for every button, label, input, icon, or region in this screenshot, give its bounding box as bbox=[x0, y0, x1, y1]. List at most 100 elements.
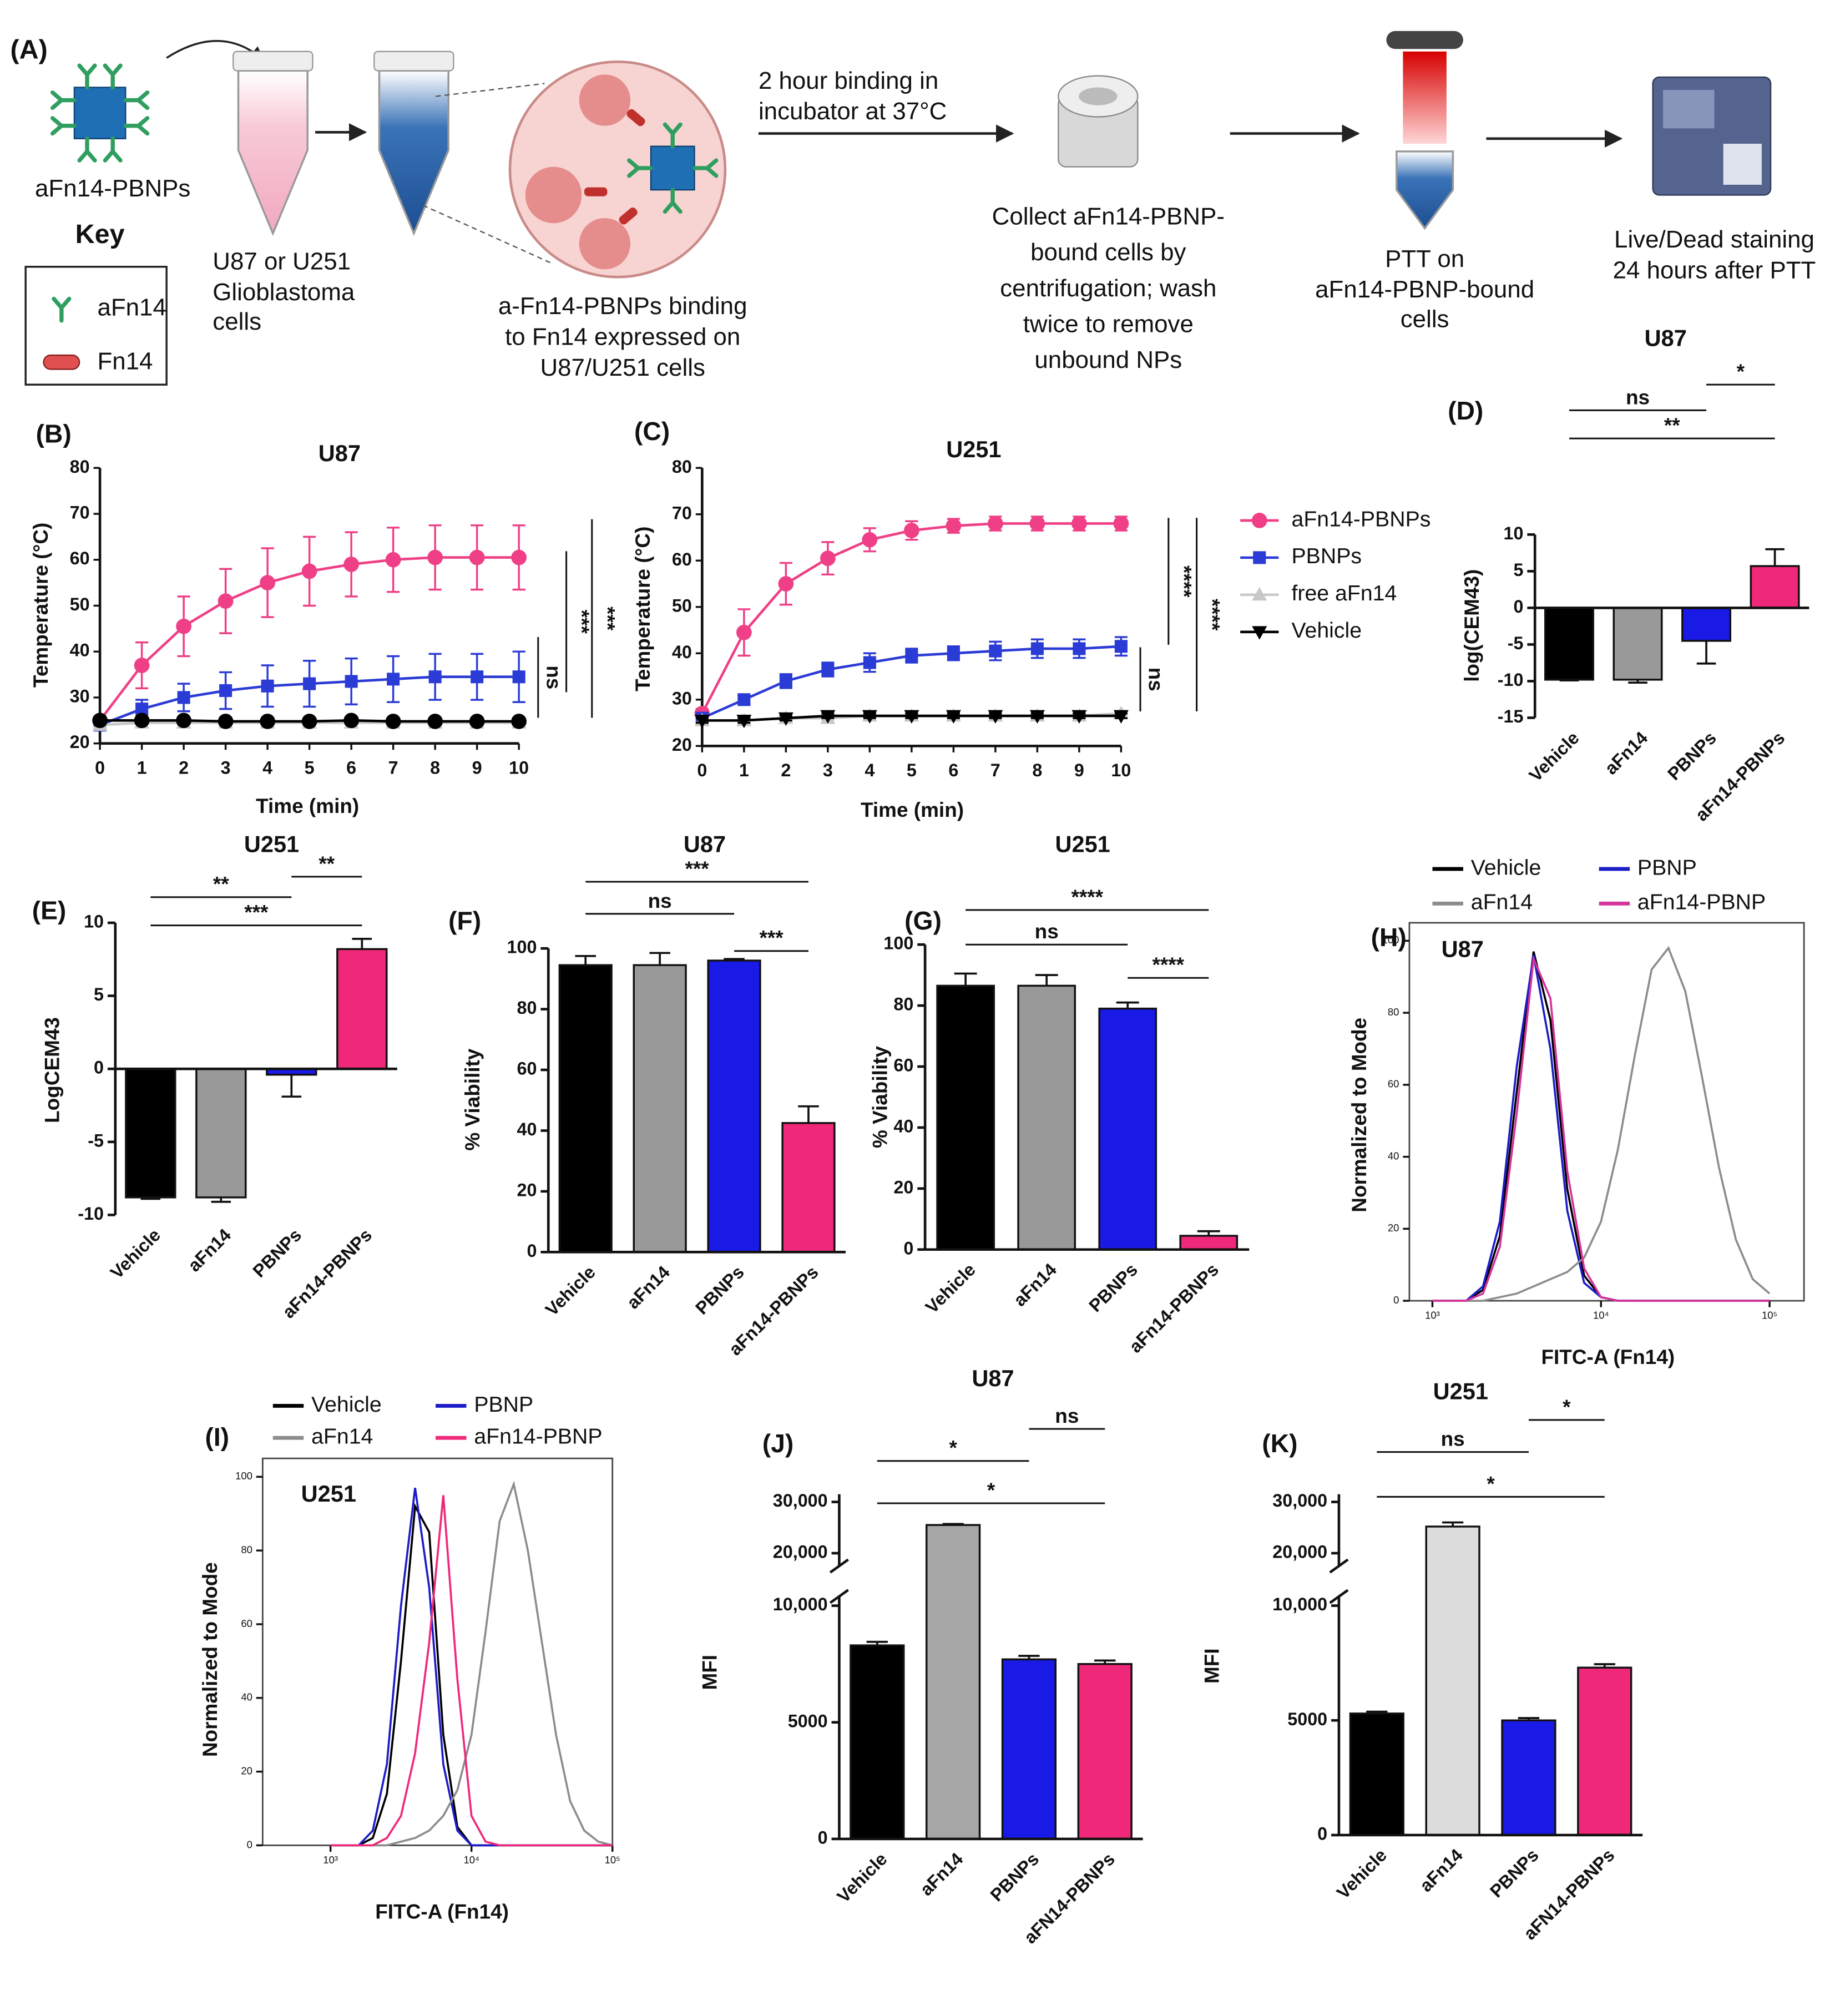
instrument-panel bbox=[1663, 90, 1715, 129]
key-box bbox=[24, 265, 168, 386]
y-tick-label: 30,000 bbox=[1272, 1490, 1327, 1510]
data-point bbox=[261, 679, 274, 693]
x-tick-label: 2 bbox=[179, 757, 189, 777]
y-tick-label: 100 bbox=[883, 933, 913, 953]
schematic: (A) aFn14-PBNPs Key aFn14 Fn14 U87 or U2… bbox=[10, 31, 1816, 386]
y-axis-label: Normalized to Mode bbox=[199, 1562, 221, 1757]
significance-label: *** bbox=[759, 927, 784, 949]
significance-label: ns bbox=[1035, 920, 1059, 943]
x-tick-label: 6 bbox=[948, 760, 958, 780]
y-tick-label: 60 bbox=[70, 548, 90, 568]
x-tick-label: 9 bbox=[1074, 760, 1084, 780]
chart-title: U87 bbox=[684, 831, 726, 857]
data-point bbox=[511, 549, 527, 565]
y-tick-label: 50 bbox=[672, 595, 692, 615]
legend-marker bbox=[1252, 626, 1267, 640]
y-tick-label: 80 bbox=[1388, 1006, 1399, 1018]
tube bbox=[1396, 150, 1454, 230]
y-axis-label: % Viability bbox=[868, 1045, 891, 1148]
centrifuge-rotor bbox=[1079, 87, 1118, 105]
staining-label: 24 hours after PTT bbox=[1613, 257, 1816, 284]
x-tick-label: Vehicle bbox=[1333, 1845, 1391, 1903]
y-tick-label: 20 bbox=[70, 732, 90, 752]
series-line bbox=[1432, 946, 1771, 1302]
data-point bbox=[1114, 640, 1128, 653]
x-tick-label: 10³ bbox=[323, 1854, 338, 1866]
series-line bbox=[1432, 955, 1770, 1302]
bar bbox=[1750, 565, 1800, 609]
data-point bbox=[471, 670, 484, 684]
x-tick-label: 6 bbox=[346, 757, 356, 777]
x-tick-label: 4 bbox=[262, 757, 272, 777]
staining-label: Live/Dead staining bbox=[1614, 226, 1814, 253]
error-bar bbox=[1594, 1663, 1615, 1668]
data-point bbox=[946, 518, 962, 534]
tube-cap bbox=[373, 50, 454, 72]
data-point bbox=[218, 714, 234, 729]
y-tick-label: 60 bbox=[241, 1618, 252, 1629]
y-tick-label: 40 bbox=[672, 642, 692, 662]
x-tick-label: aFn14 bbox=[916, 1849, 967, 1900]
bar bbox=[781, 1122, 836, 1254]
data-point bbox=[1073, 642, 1086, 655]
panel-label: (F) bbox=[448, 906, 481, 935]
error-bar bbox=[1035, 974, 1058, 986]
data-point bbox=[385, 552, 401, 568]
x-tick-label: Vehicle bbox=[542, 1262, 599, 1320]
bar bbox=[707, 959, 761, 1254]
data-point bbox=[1029, 710, 1045, 724]
binding-label: to Fn14 expressed on bbox=[505, 324, 740, 351]
data-point bbox=[862, 710, 877, 724]
data-point bbox=[303, 677, 316, 690]
y-axis-label: MFI bbox=[698, 1655, 721, 1690]
panel-label: (D) bbox=[1448, 396, 1483, 425]
error-bar bbox=[281, 1074, 302, 1098]
ptt-label: aFn14-PBNP-bound bbox=[1315, 276, 1534, 303]
y-tick-label: 60 bbox=[893, 1055, 913, 1075]
significance-label: ** bbox=[319, 852, 335, 875]
data-point bbox=[343, 557, 359, 572]
significance-label: ns bbox=[1055, 1404, 1079, 1427]
x-tick-label: Vehicle bbox=[1525, 727, 1583, 785]
antibody-icon bbox=[53, 93, 74, 108]
legend-label: free aFn14 bbox=[1292, 581, 1397, 605]
y-tick-label: 0 bbox=[818, 1827, 828, 1847]
data-point bbox=[1071, 516, 1087, 532]
y-tick-label: 60 bbox=[672, 549, 692, 569]
y-tick-label: 10,000 bbox=[773, 1594, 828, 1614]
key-title: Key bbox=[75, 219, 125, 249]
antibody-icon bbox=[79, 65, 95, 87]
bar bbox=[1077, 1663, 1133, 1840]
data-point bbox=[1029, 516, 1045, 532]
panel-label: (K) bbox=[1262, 1429, 1297, 1458]
y-tick-label: 30 bbox=[672, 688, 692, 708]
legend-label: Vehicle bbox=[1471, 855, 1541, 880]
x-tick-label: 7 bbox=[990, 760, 1000, 780]
cell bbox=[579, 74, 631, 126]
legend-label: PBNP bbox=[1637, 855, 1697, 880]
y-axis-label: Temperature (°C) bbox=[29, 523, 52, 688]
data-point bbox=[778, 712, 793, 726]
significance-label: *** bbox=[570, 610, 593, 634]
np-label: aFn14-PBNPs bbox=[35, 175, 190, 202]
bar bbox=[125, 1068, 176, 1199]
x-axis-label: FITC-A (Fn14) bbox=[1541, 1346, 1675, 1368]
significance-label: * bbox=[987, 1479, 995, 1502]
legend-marker bbox=[1253, 551, 1266, 564]
y-tick-label: 0 bbox=[903, 1238, 913, 1258]
data-point bbox=[428, 670, 442, 684]
cells-label: cells bbox=[213, 308, 261, 335]
nanoparticle-icon bbox=[73, 87, 127, 139]
panel-label: (H) bbox=[1371, 923, 1407, 952]
x-tick-label: 8 bbox=[430, 757, 440, 777]
zoom-line bbox=[435, 83, 545, 97]
data-point bbox=[427, 714, 443, 729]
data-point bbox=[512, 670, 525, 684]
incubation-label: incubator at 37°C bbox=[759, 98, 947, 125]
cells-label: U87 or U251 bbox=[213, 247, 351, 275]
series-line bbox=[1432, 954, 1770, 1302]
significance-label: **** bbox=[1153, 953, 1185, 976]
significance-label: ns bbox=[1626, 386, 1650, 408]
y-tick-label: 40 bbox=[70, 640, 90, 660]
legend-label: aFn14 bbox=[311, 1424, 373, 1449]
